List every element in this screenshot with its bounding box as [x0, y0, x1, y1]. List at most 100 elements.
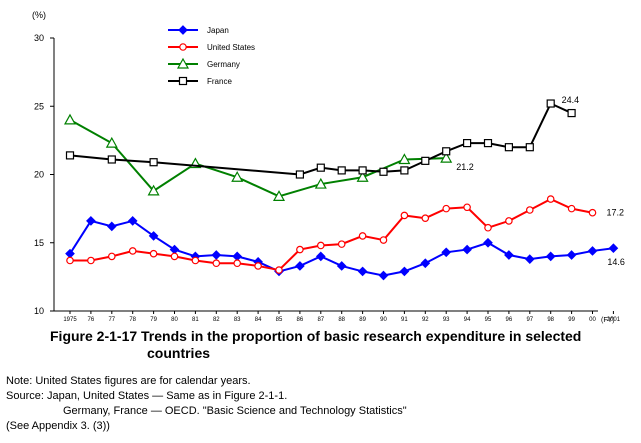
note-line-2: Source: Japan, United States — Same as i… — [6, 390, 288, 402]
data-point — [587, 246, 598, 256]
series-france — [65, 99, 576, 179]
data-point — [296, 245, 304, 254]
legend-marker — [176, 57, 190, 69]
y-tick-label: 15 — [34, 238, 44, 248]
data-point — [398, 153, 411, 165]
end-value-label: 17.2 — [607, 208, 625, 218]
x-tick-label: 83 — [234, 317, 241, 323]
data-point — [337, 166, 346, 175]
series-japan — [65, 216, 619, 281]
data-point — [566, 250, 577, 260]
data-point — [608, 243, 619, 254]
data-point — [420, 258, 431, 269]
note-line-4: (See Appendix 3. (3)) — [6, 420, 110, 432]
x-tick-label: 78 — [129, 317, 136, 323]
data-point — [316, 241, 325, 250]
x-tick-label: 95 — [485, 317, 492, 323]
x-tick-label: 96 — [506, 317, 513, 323]
x-tick-label: 94 — [464, 317, 471, 323]
data-point — [275, 266, 283, 274]
legend-marker — [178, 25, 188, 35]
data-point — [295, 261, 305, 271]
data-point — [546, 195, 555, 203]
data-point — [149, 249, 158, 258]
end-labels: 14.6 17.2 21.2 24.4 — [456, 95, 625, 267]
x-tick-label: 1975 — [63, 317, 77, 323]
x-tick-label: 87 — [317, 317, 324, 323]
legend-marker — [179, 43, 187, 51]
data-point — [148, 231, 159, 241]
data-point — [128, 247, 137, 255]
legend-label: Japan — [207, 26, 229, 35]
data-point — [399, 266, 410, 277]
y-unit-label: (%) — [32, 10, 46, 20]
data-point — [65, 151, 75, 160]
data-point — [315, 251, 326, 262]
data-point — [524, 254, 535, 264]
legend-item: Japan — [168, 25, 229, 35]
data-point — [463, 203, 471, 212]
x-tick-label: 82 — [213, 317, 220, 323]
x-unit-label: (FY) — [601, 317, 615, 324]
x-tick-label: 84 — [255, 317, 262, 323]
x-tick-label: 89 — [359, 317, 366, 323]
data-point — [231, 170, 244, 182]
x-tick-label: 00 — [589, 317, 596, 323]
data-point — [504, 143, 513, 152]
legend-label: Germany — [207, 60, 240, 69]
end-value-label: 24.4 — [562, 95, 580, 105]
data-point — [314, 177, 327, 189]
x-tick-label: 85 — [276, 317, 283, 323]
data-point — [336, 261, 347, 271]
legend-item: United States — [168, 43, 255, 52]
data-point — [254, 262, 262, 270]
series-line — [69, 119, 447, 198]
data-point — [546, 99, 555, 108]
data-point — [484, 223, 492, 232]
data-point — [463, 139, 472, 148]
data-point — [105, 136, 118, 148]
x-tick-label: 99 — [568, 317, 575, 323]
data-point — [421, 156, 430, 165]
x-tick-label: 80 — [171, 317, 178, 323]
y-tick-label: 30 — [34, 33, 44, 43]
data-point — [87, 256, 95, 265]
x-tick-label: 77 — [108, 317, 115, 323]
data-point — [357, 266, 368, 277]
series-germany — [63, 113, 453, 201]
note-line-3: Germany, France — OECD. "Basic Science a… — [63, 405, 407, 417]
y-tick-label: 10 — [34, 306, 44, 316]
legend: Japan United States Germany France — [168, 25, 255, 86]
legend-label: France — [207, 77, 232, 86]
x-tick-label: 86 — [297, 317, 304, 323]
data-point — [483, 139, 493, 148]
data-point — [358, 166, 367, 175]
figure-caption: Figure 2-1-17 Trends in the proportion o… — [50, 328, 630, 362]
series-united-states — [66, 195, 597, 274]
data-point — [211, 250, 222, 260]
x-tick-label: 81 — [192, 317, 199, 323]
x-axis-ticks: 1975 76 77 78 79 80 81 82 83 84 85 86 87 88 89 90 91 92 93… — [63, 311, 621, 323]
caption-line-1: Figure 2-1-17 Trends in the proportion o… — [50, 328, 582, 344]
data-point — [107, 155, 116, 164]
data-point — [358, 232, 367, 240]
data-point — [379, 167, 388, 176]
x-tick-label: 98 — [547, 317, 554, 323]
data-point — [356, 170, 369, 182]
end-value-label: 14.6 — [607, 257, 625, 267]
data-point — [421, 214, 430, 222]
x-tick-label: 92 — [422, 317, 429, 323]
data-point — [127, 216, 138, 226]
x-tick-label: 91 — [401, 317, 408, 323]
data-point — [212, 259, 221, 268]
x-tick-label: 97 — [526, 317, 533, 323]
data-point — [442, 204, 451, 213]
data-point — [379, 236, 388, 244]
legend-item: Germany — [168, 57, 240, 69]
data-point — [337, 240, 346, 248]
y-tick-label: 20 — [34, 170, 44, 180]
data-point — [442, 147, 451, 156]
data-point — [295, 170, 304, 179]
end-value-label: 21.2 — [456, 162, 474, 172]
series-layer — [63, 99, 619, 281]
